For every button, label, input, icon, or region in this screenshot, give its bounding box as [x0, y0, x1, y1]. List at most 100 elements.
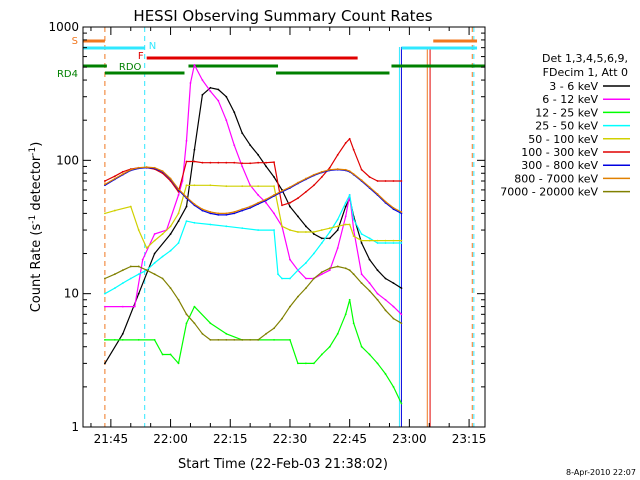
legend-label: 100 - 300 keV — [521, 146, 598, 159]
data-point — [273, 176, 275, 178]
data-point — [113, 273, 116, 276]
data-point — [392, 305, 395, 308]
data-point — [328, 269, 331, 272]
data-point — [281, 189, 283, 192]
data-point — [320, 170, 323, 173]
data-point — [137, 292, 140, 295]
data-point — [233, 111, 236, 114]
legend-label: 3 - 6 keV — [549, 80, 598, 93]
data-point — [336, 153, 339, 156]
data-point — [169, 249, 172, 252]
data-point — [153, 262, 156, 264]
data-point — [344, 313, 347, 316]
y-axis-label: Count Rate (s-1 detector-1) — [28, 142, 44, 313]
data-point — [348, 223, 351, 226]
data-point — [376, 180, 379, 182]
data-point — [177, 242, 180, 244]
data-point — [103, 277, 106, 280]
data-point — [153, 339, 156, 341]
data-point — [137, 229, 140, 231]
flag-label-n: N — [149, 41, 156, 52]
data-point — [297, 269, 299, 272]
data-point — [344, 201, 347, 204]
data-point — [209, 90, 212, 93]
data-point — [368, 176, 371, 178]
data-point — [328, 267, 331, 270]
data-point — [304, 262, 307, 264]
data-point — [225, 225, 228, 228]
legend-label: 7000 - 20000 keV — [500, 186, 598, 199]
data-point — [304, 287, 307, 290]
data-point — [233, 339, 236, 341]
data-point — [344, 168, 347, 171]
data-point — [344, 142, 347, 144]
data-point — [344, 267, 347, 270]
data-point — [328, 345, 331, 348]
data-point — [344, 205, 347, 208]
data-point — [241, 132, 244, 135]
flag-label-f: F — [138, 51, 144, 62]
data-point — [265, 165, 267, 168]
data-point — [103, 212, 106, 215]
data-point — [169, 353, 172, 356]
data-point — [249, 205, 252, 208]
data-point — [201, 209, 204, 212]
data-point — [193, 184, 196, 187]
data-point — [384, 309, 387, 312]
data-point — [241, 208, 244, 211]
data-point — [360, 168, 363, 171]
data-point — [289, 229, 291, 231]
data-point — [225, 339, 228, 341]
data-point — [185, 196, 188, 198]
data-point — [297, 295, 299, 298]
data-point — [344, 215, 347, 218]
data-point — [273, 185, 275, 188]
data-point — [273, 161, 275, 163]
data-point — [185, 139, 188, 142]
data-point — [384, 298, 387, 301]
data-point — [161, 255, 164, 258]
data-point — [113, 175, 116, 178]
data-point — [241, 162, 244, 165]
x-tick-label: 23:00 — [392, 432, 427, 446]
data-point — [348, 194, 351, 196]
data-point — [177, 298, 180, 301]
data-point — [273, 229, 275, 231]
data-point — [400, 180, 403, 182]
y-tick-label: 10 — [64, 287, 79, 301]
legend-label: 800 - 7000 keV — [514, 172, 598, 185]
data-point — [376, 362, 379, 365]
x-tick-label: 23:15 — [452, 432, 487, 446]
data-point — [376, 298, 379, 301]
legend-label: 50 - 100 keV — [528, 133, 598, 146]
data-point — [392, 282, 395, 285]
data-point — [336, 247, 339, 249]
data-point — [312, 231, 315, 233]
data-point — [273, 327, 275, 330]
data-point — [121, 282, 124, 285]
data-point — [392, 239, 395, 242]
data-point — [161, 233, 164, 235]
data-point — [145, 269, 148, 272]
data-point — [376, 239, 379, 242]
data-point — [225, 161, 228, 164]
data-point — [281, 317, 283, 320]
data-point — [320, 271, 323, 274]
data-point — [103, 305, 106, 308]
data-point — [137, 273, 140, 276]
data-point — [153, 239, 156, 242]
x-tick-label: 22:00 — [153, 432, 188, 446]
data-point — [328, 231, 331, 233]
data-point — [257, 153, 260, 156]
data-point — [193, 322, 196, 325]
data-point — [249, 339, 252, 341]
data-point — [177, 190, 180, 193]
data-point — [368, 289, 371, 292]
data-point — [225, 185, 228, 188]
data-point — [217, 212, 220, 215]
data-point — [113, 287, 116, 290]
data-point — [121, 305, 124, 308]
data-point — [201, 93, 204, 96]
data-point — [392, 385, 395, 388]
